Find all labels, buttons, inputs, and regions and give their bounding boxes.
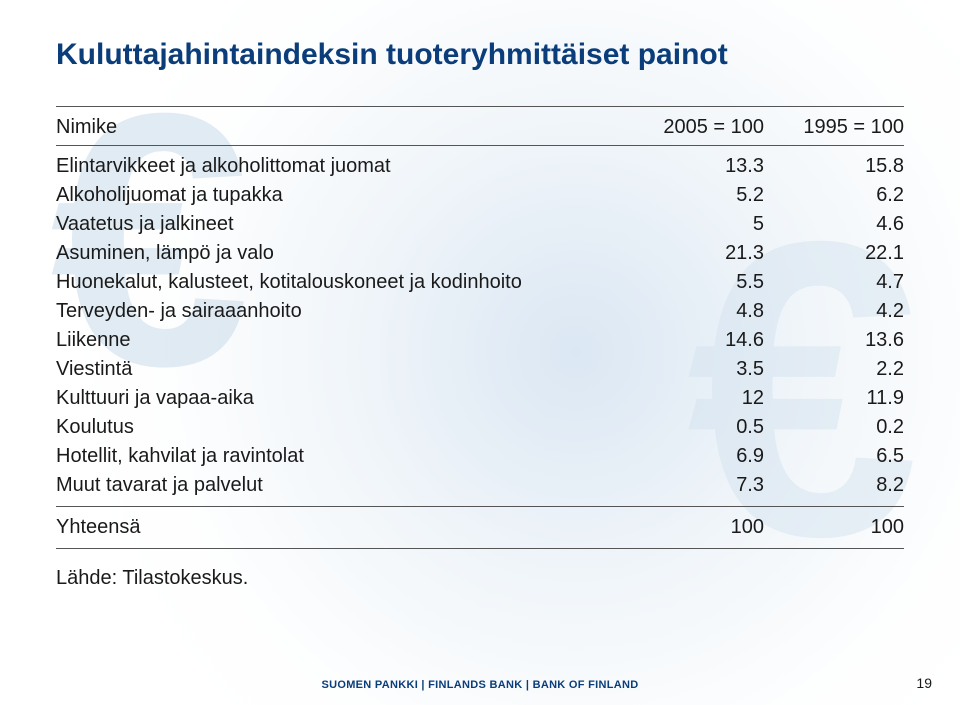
cell-1995: 4.7 xyxy=(764,268,904,297)
table-row: Muut tavarat ja palvelut7.38.2 xyxy=(56,471,904,500)
cell-1995: 8.2 xyxy=(764,471,904,500)
cell-2005: 5.2 xyxy=(624,181,764,210)
table-row: Liikenne14.613.6 xyxy=(56,326,904,355)
cell-2005: 6.9 xyxy=(624,442,764,471)
cell-name: Kulttuuri ja vapaa-aika xyxy=(56,384,624,413)
cell-1995: 13.6 xyxy=(764,326,904,355)
cell-name: Hotellit, kahvilat ja ravintolat xyxy=(56,442,624,471)
cell-name: Koulutus xyxy=(56,413,624,442)
cell-1995: 11.9 xyxy=(764,384,904,413)
cell-2005: 4.8 xyxy=(624,297,764,326)
cell-1995: 22.1 xyxy=(764,239,904,268)
table-row: Elintarvikkeet ja alkoholittomat juomat1… xyxy=(56,152,904,181)
cell-1995: 6.5 xyxy=(764,442,904,471)
table-row: Kulttuuri ja vapaa-aika1211.9 xyxy=(56,384,904,413)
cell-name: Elintarvikkeet ja alkoholittomat juomat xyxy=(56,152,624,181)
col-header-name: Nimike xyxy=(56,113,624,145)
cell-1995: 4.2 xyxy=(764,297,904,326)
cell-1995: 6.2 xyxy=(764,181,904,210)
table-header-row: Nimike 2005 = 100 1995 = 100 xyxy=(56,113,904,145)
cell-2005: 3.5 xyxy=(624,355,764,384)
cell-2005: 0.5 xyxy=(624,413,764,442)
table-row: Alkoholijuomat ja tupakka5.26.2 xyxy=(56,181,904,210)
cell-2005: 7.3 xyxy=(624,471,764,500)
cell-2005: 21.3 xyxy=(624,239,764,268)
col-header-2005: 2005 = 100 xyxy=(624,113,764,145)
table-total-row: Yhteensä 100 100 xyxy=(56,513,904,542)
cell-2005: 12 xyxy=(624,384,764,413)
cell-name: Muut tavarat ja palvelut xyxy=(56,471,624,500)
cell-1995: 2.2 xyxy=(764,355,904,384)
slide-content: Kuluttajahintaindeksin tuoteryhmittäiset… xyxy=(0,0,960,705)
table-row: Koulutus0.50.2 xyxy=(56,413,904,442)
cell-name: Asuminen, lämpö ja valo xyxy=(56,239,624,268)
table-row: Hotellit, kahvilat ja ravintolat6.96.5 xyxy=(56,442,904,471)
cell-name: Vaatetus ja jalkineet xyxy=(56,210,624,239)
cell-name: Terveyden- ja sairaaanhoito xyxy=(56,297,624,326)
total-1995: 100 xyxy=(764,513,904,542)
cell-2005: 5.5 xyxy=(624,268,764,297)
cell-1995: 4.6 xyxy=(764,210,904,239)
cell-1995: 0.2 xyxy=(764,413,904,442)
col-header-1995: 1995 = 100 xyxy=(764,113,904,145)
cell-name: Viestintä xyxy=(56,355,624,384)
table-row: Asuminen, lämpö ja valo21.322.1 xyxy=(56,239,904,268)
total-2005: 100 xyxy=(624,513,764,542)
total-label: Yhteensä xyxy=(56,513,624,542)
table-row: Viestintä3.52.2 xyxy=(56,355,904,384)
cell-2005: 14.6 xyxy=(624,326,764,355)
cell-name: Huonekalut, kalusteet, kotitalouskoneet … xyxy=(56,268,624,297)
table-row: Vaatetus ja jalkineet54.6 xyxy=(56,210,904,239)
table-rule xyxy=(56,548,904,549)
cell-2005: 13.3 xyxy=(624,152,764,181)
cell-name: Alkoholijuomat ja tupakka xyxy=(56,181,624,210)
cell-1995: 15.8 xyxy=(764,152,904,181)
source-label: Lähde: Tilastokeskus. xyxy=(56,567,904,590)
weights-table: Nimike 2005 = 100 1995 = 100 Elintarvikk… xyxy=(56,106,904,549)
table-row: Terveyden- ja sairaaanhoito4.84.2 xyxy=(56,297,904,326)
cell-name: Liikenne xyxy=(56,326,624,355)
slide-title: Kuluttajahintaindeksin tuoteryhmittäiset… xyxy=(56,38,904,72)
table-row: Huonekalut, kalusteet, kotitalouskoneet … xyxy=(56,268,904,297)
cell-2005: 5 xyxy=(624,210,764,239)
